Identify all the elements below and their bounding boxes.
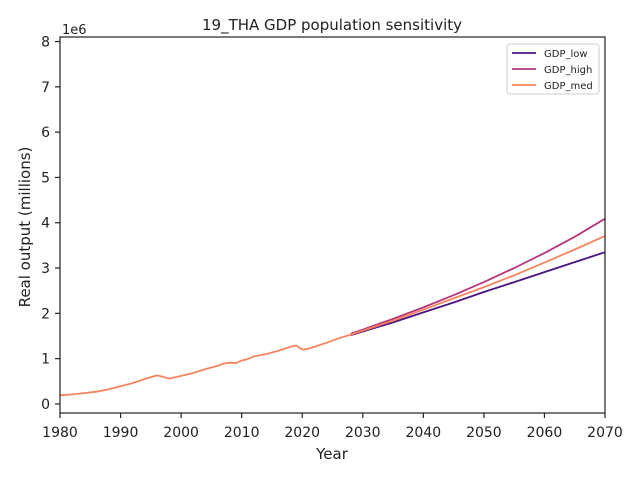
x-tick-label: 2060: [527, 425, 563, 441]
y-tick-label: 0: [41, 397, 50, 413]
x-axis-label: Year: [315, 445, 349, 463]
series-lines: [59, 217, 606, 397]
chart-title: 19_THA GDP population sensitivity: [202, 16, 462, 35]
series-line-gdp-med: [59, 235, 606, 397]
x-tick-label: 2030: [345, 425, 381, 441]
axis-ticks: 1980 1990 2000 2010 2020 2030 2040 2050 2060 2070…: [41, 35, 623, 441]
x-tick-label: 2070: [587, 425, 623, 441]
x-tick-label: 2050: [466, 425, 502, 441]
legend-box: [506, 43, 600, 95]
y-tick-label: 1: [41, 352, 50, 368]
y-tick-label: 7: [41, 80, 50, 96]
series-line-gdp-low: [350, 251, 606, 336]
y-tick-label: 3: [41, 261, 50, 277]
y-axis-label: Real output (millions): [16, 147, 34, 308]
y-tick-label: 8: [41, 35, 50, 51]
legend-label: GDP_med: [544, 81, 593, 92]
x-tick-label: 2040: [406, 425, 442, 441]
plot-frame: [59, 36, 606, 414]
x-tick-label: 2010: [224, 425, 260, 441]
series-line-gdp-high: [350, 217, 606, 335]
x-tick-label: 1980: [42, 425, 78, 441]
y-tick-label: 6: [41, 125, 50, 141]
y-tick-label: 2: [41, 306, 50, 322]
x-tick-label: 2020: [284, 425, 320, 441]
legend-label: GDP_high: [544, 65, 592, 76]
legend-label: GDP_low: [544, 49, 588, 60]
y-tick-label: 5: [41, 170, 50, 186]
x-tick-label: 1990: [103, 425, 139, 441]
y-offset-label: 1e6: [62, 23, 87, 38]
legend: GDP_low GDP_high GDP_med: [506, 43, 600, 95]
x-tick-label: 2000: [163, 425, 199, 441]
y-tick-label: 4: [41, 216, 50, 232]
